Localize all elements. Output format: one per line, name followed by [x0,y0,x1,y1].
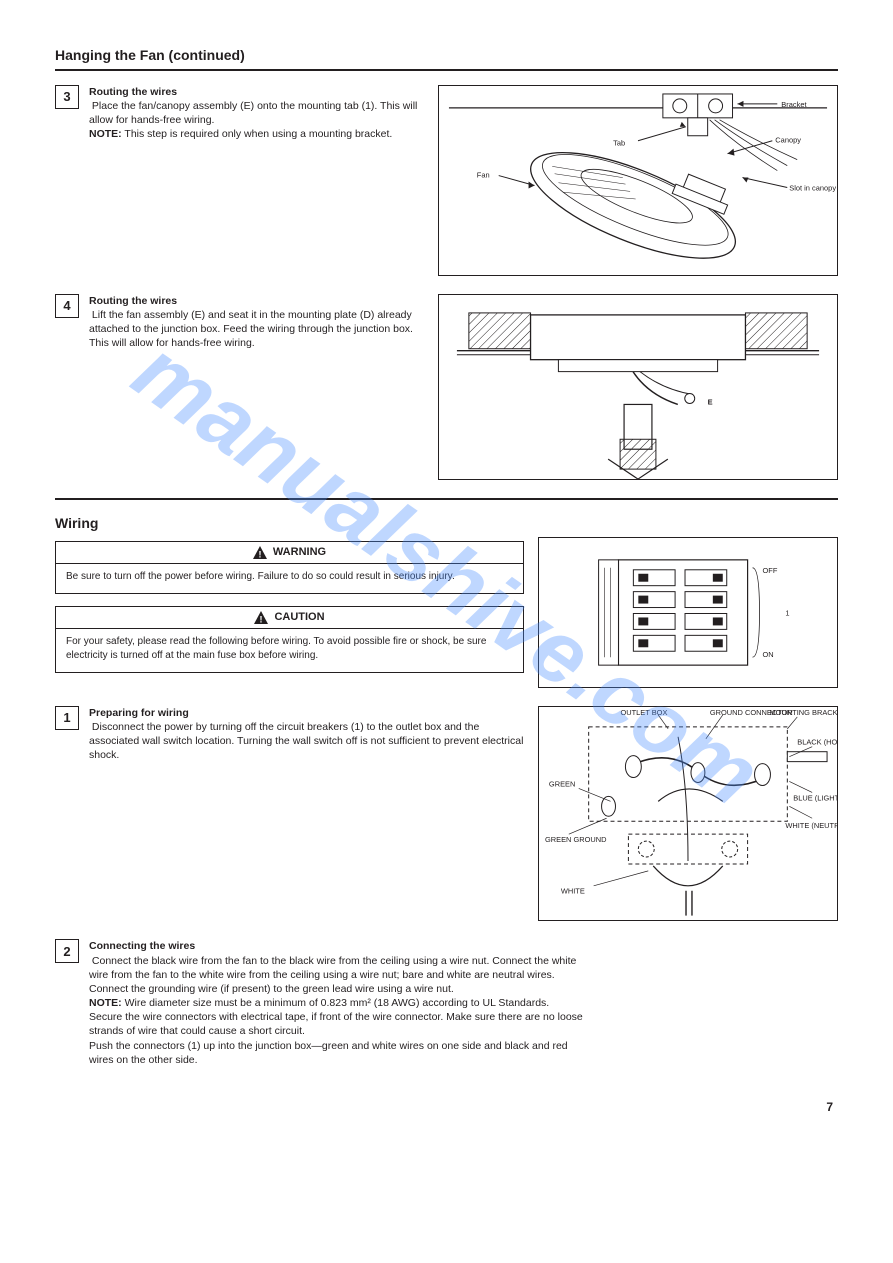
caution-body: For your safety, please read the followi… [56,629,523,672]
fig3-col: Bracket Tab [438,85,838,276]
wstep2-body1: Connect the black wire from the fan to t… [89,955,576,995]
step4-row: 4 Routing the wires Lift the fan assembl… [55,294,838,480]
wiring-green-label: GREEN [549,779,575,788]
wstep2-left: 2 Connecting the wires Connect the black… [55,939,589,1067]
step3-row: 3 Routing the wires Place the fan/canopy… [55,85,838,276]
wiring-top-row: ! WARNING Be sure to turn off the power … [55,537,838,688]
warnings-col: ! WARNING Be sure to turn off the power … [55,537,524,685]
wiring-fig-col: OUTLET BOX GROUND CONNECTOR MOUNTING BRA… [538,706,838,922]
wstep2-body2: Secure the wire connectors with electric… [89,1011,583,1037]
wstep1-row: 1 Preparing for wiring Disconnect the po… [55,706,838,922]
fig3-svg: Bracket Tab [439,86,837,275]
breaker-svg: OFF ON 1 [539,538,837,687]
caution-box: ! CAUTION For your safety, please read t… [55,606,524,673]
fig3-box: Bracket Tab [438,85,838,276]
wstep1-text: Preparing for wiring Disconnect the powe… [89,706,524,763]
warning-body: Be sure to turn off the power before wir… [56,564,523,594]
rule-1 [55,69,838,71]
breaker-on: ON [763,650,774,659]
step3-text: Routing the wires Place the fan/canopy a… [89,85,424,142]
section1-title: Hanging the Fan (continued) [55,46,838,65]
wiring-outlet-label: OUTLET BOX [620,708,667,717]
step3-num: 3 [55,85,79,109]
warning-head-text: WARNING [273,545,326,560]
step4-left: 4 Routing the wires Lift the fan assembl… [55,294,424,351]
fig3-tab-label: Tab [613,139,625,148]
wiring-black-label: BLACK (HOT) [797,738,837,747]
wstep2-heading: Connecting the wires [89,940,195,952]
wstep1-body: Disconnect the power by turning off the … [89,721,523,761]
caution-icon: ! [254,611,268,624]
step4-body: Lift the fan assembly (E) and seat it in… [89,309,413,349]
rule-2 [55,498,838,500]
step4-text: Routing the wires Lift the fan assembly … [89,294,424,351]
breaker-one: 1 [785,608,789,617]
step3-body: Place the fan/canopy assembly (E) onto t… [89,100,417,126]
warning-box: ! WARNING Be sure to turn off the power … [55,541,524,594]
step4-heading: Routing the wires [89,295,177,307]
wiring-mounting-label: MOUNTING BRACKET [769,708,837,717]
fig4-box: E [438,294,838,480]
breaker-fig: OFF ON 1 [538,537,838,688]
page-number: 7 [826,1099,833,1115]
wstep2-row: 2 Connecting the wires Connect the black… [55,939,838,1067]
wiring-fig: OUTLET BOX GROUND CONNECTOR MOUNTING BRA… [538,706,838,922]
wiring-svg: OUTLET BOX GROUND CONNECTOR MOUNTING BRA… [539,707,837,921]
wstep1-num: 1 [55,706,79,730]
caution-head: ! CAUTION [56,607,523,629]
wstep2-text: Connecting the wires Connect the black w… [89,939,589,1067]
breaker-col: OFF ON 1 [538,537,838,688]
breaker-off: OFF [763,566,778,575]
wiring-whiten-label: WHITE (NEUTRAL) [785,821,837,830]
step3-left: 3 Routing the wires Place the fan/canopy… [55,85,424,142]
wiring-white-label: WHITE [561,887,585,896]
wiring-blue-label: BLUE (LIGHT) [793,793,837,802]
fig4-svg: E [439,295,837,479]
fig3-bracket-label: Bracket [781,100,807,109]
fig3-fan-label: Fan [477,170,490,179]
wstep1-left: 1 Preparing for wiring Disconnect the po… [55,706,524,763]
step3-heading: Routing the wires [89,86,177,98]
step3-note-label: NOTE: [89,128,122,140]
fig3-slot-label: Slot in canopy [789,183,836,192]
warning-icon: ! [253,546,267,559]
wstep2-num: 2 [55,939,79,963]
svg-text:!: ! [258,549,261,559]
wstep2-note-label: NOTE: [89,997,122,1009]
svg-text:E: E [708,397,713,406]
wstep1-heading: Preparing for wiring [89,707,189,719]
wstep2-body3: Push the connectors (1) up into the junc… [89,1040,568,1066]
svg-text:!: ! [260,615,263,625]
step4-num: 4 [55,294,79,318]
warning-head: ! WARNING [56,542,523,564]
fig4-col: E [438,294,838,480]
step3-note-body: This step is required only when using a … [124,128,392,140]
wstep2-note-body: Wire diameter size must be a minimum of … [125,997,550,1009]
section2-title: Wiring [55,514,838,533]
caution-head-text: CAUTION [274,610,324,625]
fig3-canopy-label: Canopy [775,136,801,145]
wiring-greeng-label: GREEN GROUND [545,835,607,844]
